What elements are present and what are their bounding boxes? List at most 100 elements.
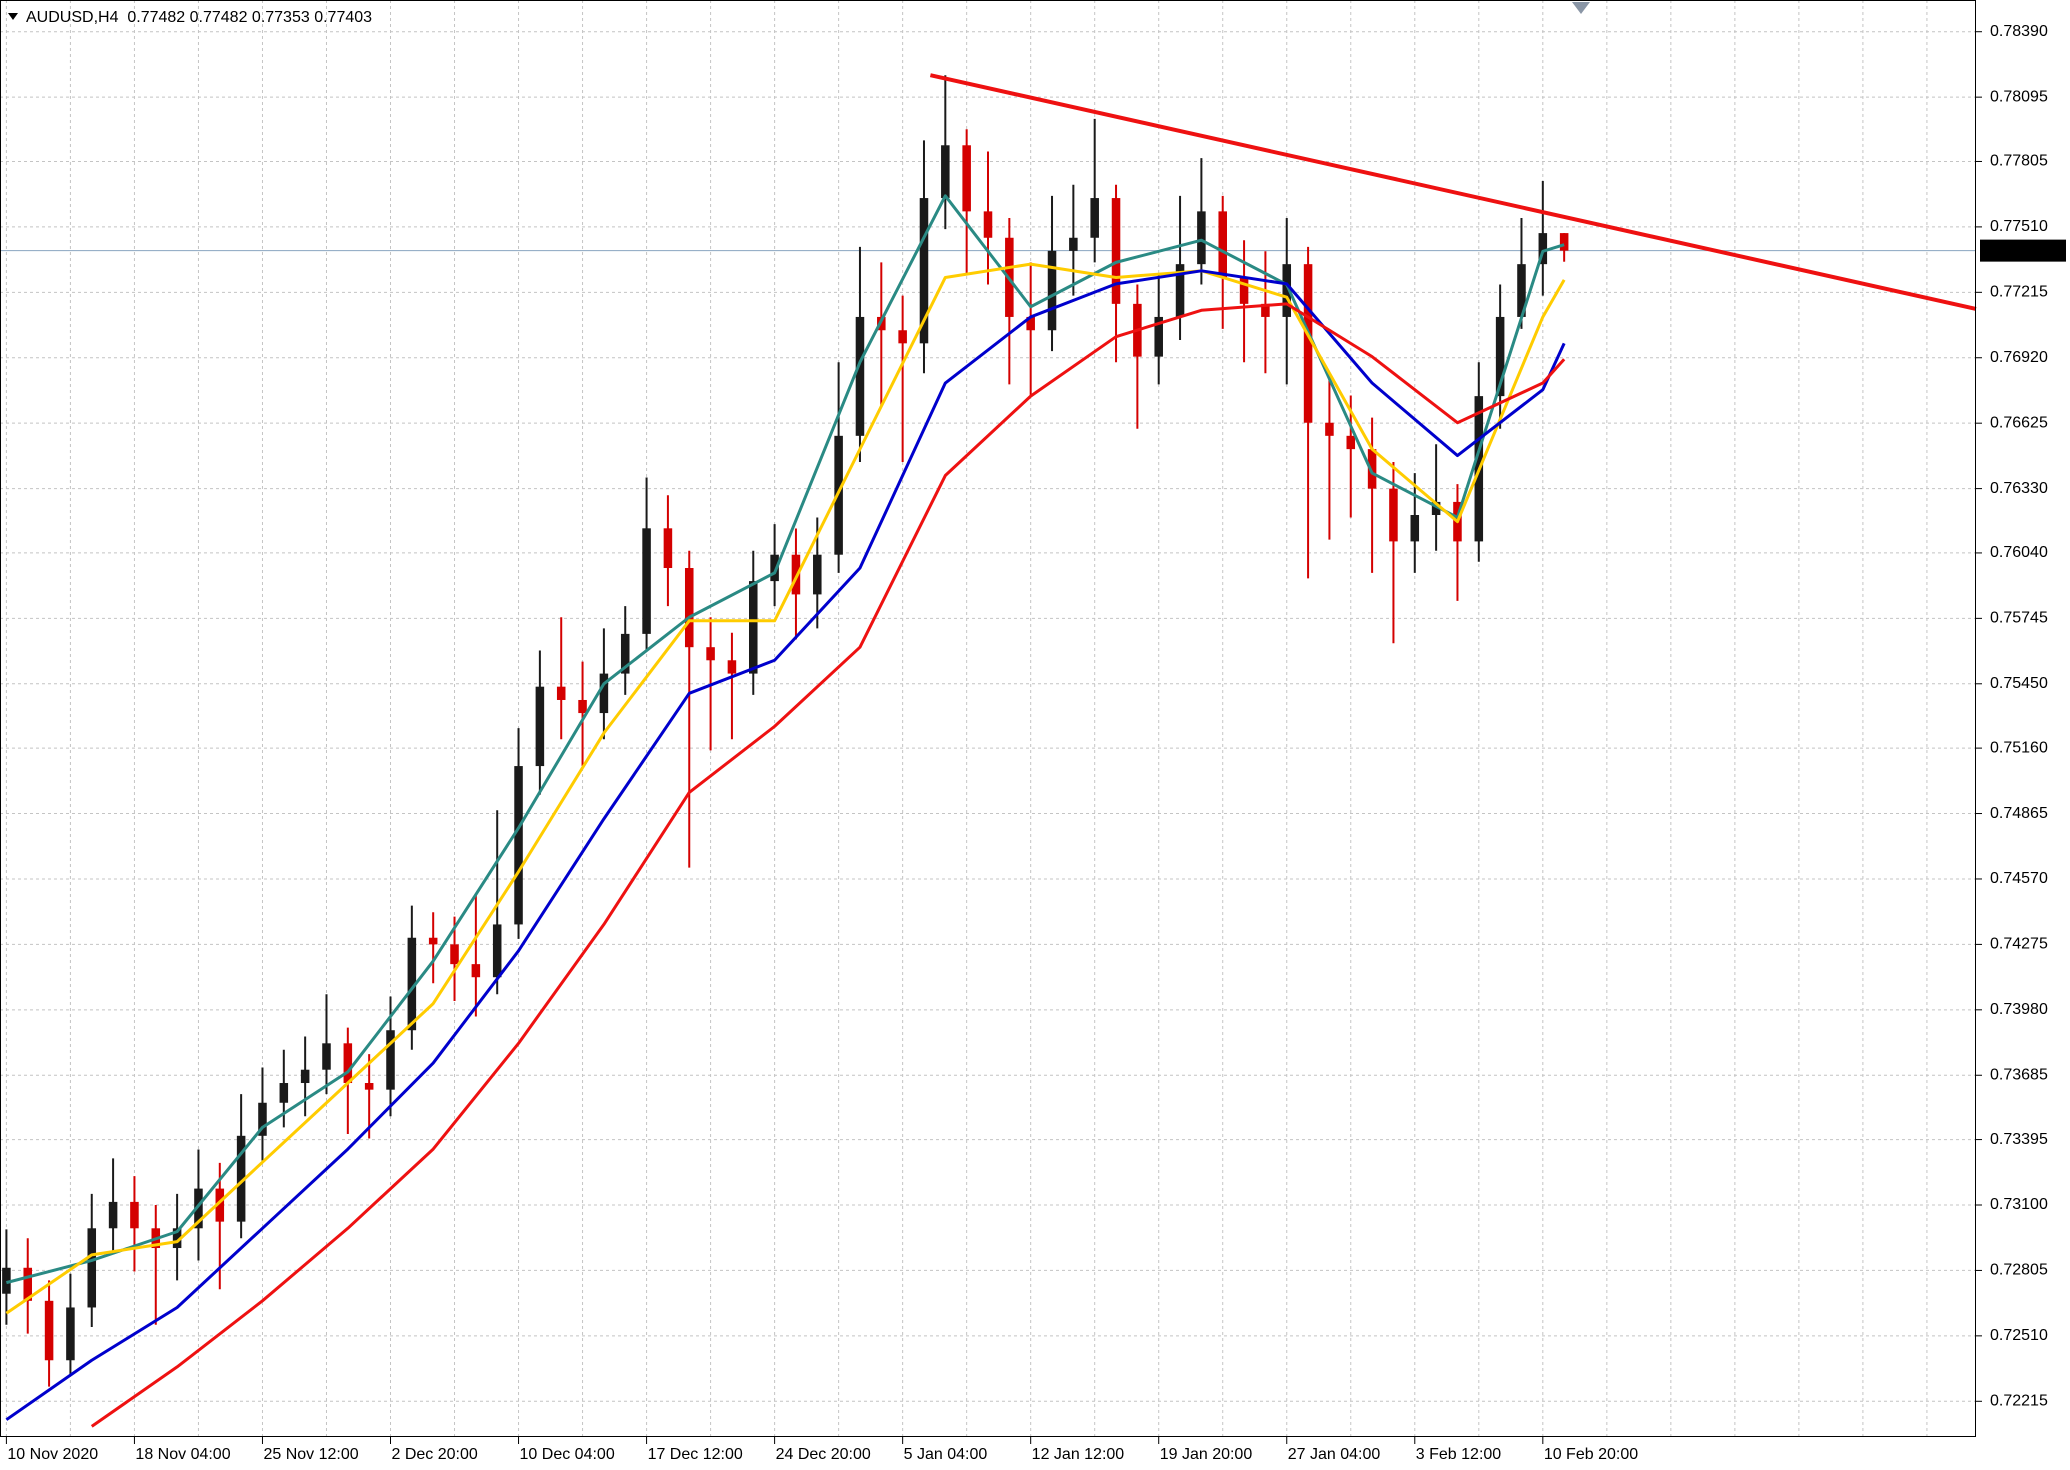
candle-body [1111,198,1121,304]
y-tick-label: 0.74275 [1990,936,2048,953]
candle-body [983,211,993,238]
y-tick-label: 0.72510 [1990,1327,2048,1344]
candle-body [364,1083,374,1090]
candle-body [450,944,459,965]
moving-average-line [5,262,1566,1315]
candle-body [1154,316,1163,357]
y-tick-label: 0.73100 [1990,1196,2048,1213]
candle-body [855,316,865,436]
candle-body [1090,198,1099,238]
y-tick-label: 0.78390 [1990,23,2048,40]
candle-body [1282,264,1292,317]
candle-body [1303,264,1313,423]
candle-body [1239,277,1249,304]
candle-body [1389,488,1398,542]
x-tick-label: 25 Nov 12:00 [263,1446,358,1463]
candle-body [2,1267,11,1294]
trendline [929,73,1977,311]
y-tick-label: 0.73685 [1990,1066,2048,1083]
candle-body [23,1267,33,1301]
y-tick-label: 0.77805 [1990,153,2048,170]
header-arrow [8,13,18,20]
y-tick-label: 0.76920 [1990,349,2048,366]
x-tick-label: 2 Dec 20:00 [392,1446,478,1463]
y-tick-label: 0.76330 [1990,480,2048,497]
candle-body [66,1307,75,1361]
candle-body [1367,449,1377,489]
candle-body [279,1083,289,1103]
y-tick-label: 0.75160 [1990,739,2048,756]
candle-body [620,633,630,674]
x-tick-label: 10 Feb 20:00 [1544,1446,1638,1463]
candle-body [215,1188,225,1222]
candle-body [535,686,545,767]
candle-body [749,581,758,674]
candle-body [727,660,737,674]
plot [2,73,1977,1428]
current-price-label: 0.77403 [1986,243,2044,260]
y-tick-label: 0.73980 [1990,1001,2048,1018]
x-tick-label: 10 Nov 2020 [7,1446,98,1463]
candle-body [898,330,907,344]
moving-average-line [5,269,1566,1421]
moving-average-line [90,302,1566,1428]
candle-body [770,554,779,582]
candle-body [172,1228,182,1249]
candle-body [300,1069,310,1084]
candle-body [1325,422,1334,436]
x-tick-label: 5 Jan 04:00 [904,1446,988,1463]
x-tick-label: 17 Dec 12:00 [648,1446,743,1463]
y-tick-label: 0.75450 [1990,675,2048,692]
y-tick-label: 0.78095 [1990,88,2048,105]
candle-body [194,1188,203,1229]
candle-body [1197,211,1206,265]
candle-body [642,528,651,634]
x-tick-label: 24 Dec 20:00 [776,1446,871,1463]
candle-body [236,1135,246,1222]
candle-body [1026,316,1035,331]
axes: 0.78390 0.78095 0.77805 0.77510 0.77215 0.769… [5,23,2066,1463]
y-tick-label: 0.74865 [1990,805,2048,822]
candle-body [471,964,481,978]
candle-body [407,937,417,1031]
current-price-box [1980,239,2066,262]
candle-body [684,568,694,648]
candle-body [343,1043,353,1084]
x-tick-label: 19 Jan 20:00 [1160,1446,1253,1463]
grid [0,0,1976,1437]
candle-body [1069,237,1078,251]
candle-body [578,699,587,714]
candle-body [386,1030,395,1090]
candle-body [1261,303,1270,317]
candle-body [44,1300,54,1361]
candle-body [87,1228,97,1308]
candle-body [130,1201,139,1229]
y-tick-label: 0.72805 [1990,1262,2048,1279]
shift-marker [1572,2,1590,14]
candle-body [1495,316,1505,397]
candle-body [428,937,438,945]
candle-body [322,1043,331,1070]
candle-body [1346,435,1356,450]
candle-body [258,1102,267,1136]
y-tick-label: 0.77215 [1990,284,2048,301]
candle-body [556,686,566,700]
x-tick-label: 12 Jan 12:00 [1032,1446,1125,1463]
candle-body [1047,250,1057,331]
candle-body [1517,264,1526,317]
candle-body [919,198,929,344]
candle-body [1218,211,1227,278]
plot-frame [0,0,1976,1437]
candle-body [1175,264,1185,317]
y-tick-label: 0.75745 [1990,610,2048,627]
candle-body [514,766,523,925]
candle-body [1431,501,1441,516]
y-tick-label: 0.74570 [1990,870,2048,887]
y-tick-label: 0.77510 [1990,218,2048,235]
candle-body [1410,515,1420,542]
candle-body [941,145,950,199]
chart-title: AUDUSD,H4 0.77482 0.77482 0.77353 0.7740… [26,9,372,26]
y-tick-label: 0.76040 [1990,544,2048,561]
